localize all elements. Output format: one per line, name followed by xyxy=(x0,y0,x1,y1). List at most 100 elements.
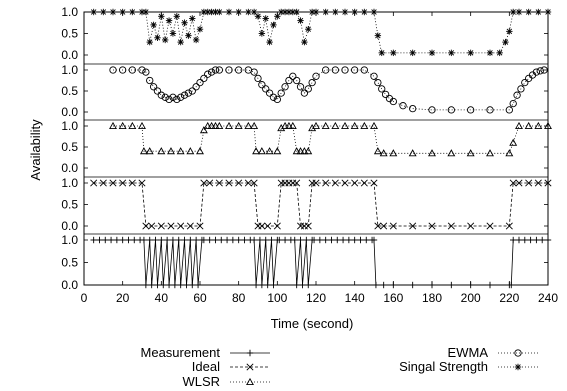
data-point xyxy=(331,66,339,74)
legend-item: Singal Strength xyxy=(399,359,538,374)
data-point xyxy=(235,66,243,74)
data-point xyxy=(351,179,359,187)
data-point xyxy=(281,121,290,130)
data-point xyxy=(167,147,175,155)
data-point xyxy=(525,179,533,187)
data-point xyxy=(506,28,513,35)
data-point xyxy=(270,21,277,29)
data-point xyxy=(196,147,204,155)
data-point xyxy=(428,106,436,114)
data-point xyxy=(502,38,509,46)
data-point xyxy=(374,32,382,39)
data-point xyxy=(148,222,156,230)
data-point xyxy=(250,68,258,76)
legend-marker xyxy=(514,349,522,357)
x-tick-label: 160 xyxy=(383,291,403,305)
legend-item: EWMA xyxy=(448,345,538,360)
data-point xyxy=(291,236,298,244)
data-point xyxy=(266,38,273,46)
x-tick-label: 40 xyxy=(155,291,169,305)
data-point xyxy=(505,222,513,230)
y-tick-label: 1.0 xyxy=(61,119,78,133)
data-point xyxy=(252,281,260,289)
data-point xyxy=(515,121,523,130)
data-point xyxy=(428,222,436,230)
data-point xyxy=(322,236,329,244)
data-point xyxy=(200,74,208,83)
data-point xyxy=(154,281,161,289)
data-point xyxy=(215,121,224,130)
data-point xyxy=(509,138,518,146)
data-point xyxy=(486,281,494,289)
data-point xyxy=(289,72,297,80)
data-point xyxy=(186,147,195,155)
y-tick-label: 0.0 xyxy=(61,278,78,292)
y-tick-label: 0.5 xyxy=(61,140,78,154)
data-point xyxy=(192,83,200,91)
data-point xyxy=(265,89,274,97)
data-point xyxy=(285,8,293,16)
legend-marker xyxy=(514,363,522,371)
data-point xyxy=(509,179,517,187)
data-point xyxy=(109,179,117,187)
data-point xyxy=(169,30,177,37)
data-point xyxy=(277,89,285,97)
data-point xyxy=(293,281,300,289)
data-point xyxy=(109,8,117,16)
y-tick-label: 1.0 xyxy=(61,5,78,19)
data-point xyxy=(341,179,349,187)
data-point xyxy=(216,8,223,16)
data-point xyxy=(304,147,313,155)
data-point xyxy=(128,121,137,130)
y-tick-label: 0.5 xyxy=(61,27,78,41)
data-point xyxy=(196,78,204,87)
data-point xyxy=(145,147,154,155)
data-point xyxy=(99,179,107,187)
x-tick-label: 140 xyxy=(345,291,365,305)
data-point xyxy=(517,85,525,93)
x-tick-label: 120 xyxy=(306,291,326,305)
data-point xyxy=(341,121,349,130)
data-point xyxy=(169,93,177,101)
data-point xyxy=(332,8,339,16)
data-point xyxy=(184,89,193,97)
data-point xyxy=(102,236,109,244)
series-line-1 xyxy=(113,69,545,111)
data-point xyxy=(378,49,385,57)
data-point xyxy=(322,66,330,74)
data-point xyxy=(258,222,266,230)
data-point xyxy=(273,147,282,155)
data-point xyxy=(328,236,335,244)
data-point xyxy=(304,85,312,93)
x-tick-label: 180 xyxy=(422,291,442,305)
data-point xyxy=(409,49,416,57)
data-point xyxy=(218,236,225,244)
data-point xyxy=(389,97,397,106)
data-point xyxy=(305,281,312,289)
data-point xyxy=(299,281,306,289)
data-point xyxy=(524,121,533,130)
data-point xyxy=(515,8,523,16)
data-point xyxy=(351,66,359,74)
data-point xyxy=(90,179,98,187)
data-point xyxy=(381,90,390,99)
data-point xyxy=(527,236,534,244)
data-point xyxy=(351,236,358,244)
data-point xyxy=(389,149,398,157)
data-point xyxy=(171,281,179,289)
data-point xyxy=(486,222,494,230)
data-point xyxy=(285,76,293,85)
data-point xyxy=(264,222,272,230)
data-point xyxy=(128,179,136,187)
data-point xyxy=(515,236,523,244)
legend-item: Measurement xyxy=(141,345,270,360)
data-point xyxy=(521,78,529,87)
data-point xyxy=(447,106,455,114)
data-point xyxy=(215,66,223,74)
data-point xyxy=(536,67,544,75)
data-point xyxy=(300,89,309,97)
y-tick-label: 0.0 xyxy=(61,161,78,175)
data-point xyxy=(175,236,182,244)
data-point xyxy=(265,147,274,155)
